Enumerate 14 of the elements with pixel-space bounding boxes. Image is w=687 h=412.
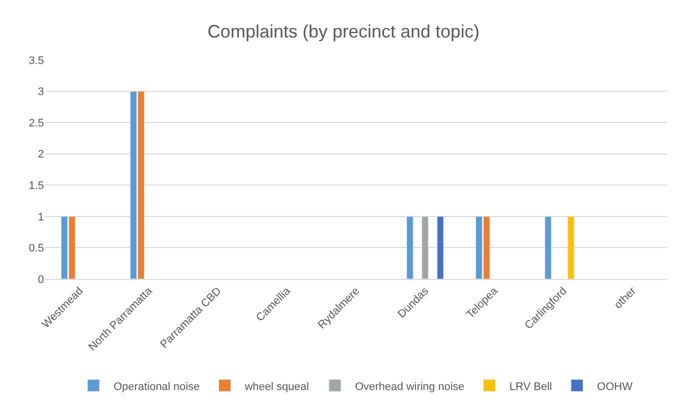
legend-label: Operational noise <box>114 380 200 393</box>
y-tick-label: 3 <box>38 86 44 98</box>
y-tick-label: 0.5 <box>28 242 44 255</box>
y-tick-label: 1.5 <box>28 180 44 192</box>
legend-label: Overhead wiring noise <box>354 380 464 393</box>
legend-label: LRV Bell <box>509 380 552 393</box>
y-tick-label: 2 <box>38 148 44 161</box>
y-tick-label: 3.5 <box>28 54 44 67</box>
legend-label: OOHW <box>597 380 634 393</box>
y-tick-label: 0 <box>38 274 44 286</box>
y-tick-label: 1 <box>38 211 44 224</box>
y-tick-label: 2.5 <box>28 117 44 130</box>
chart-title: Complaints (by precinct and topic) <box>207 21 480 42</box>
legend-label: wheel squeal <box>244 380 309 393</box>
